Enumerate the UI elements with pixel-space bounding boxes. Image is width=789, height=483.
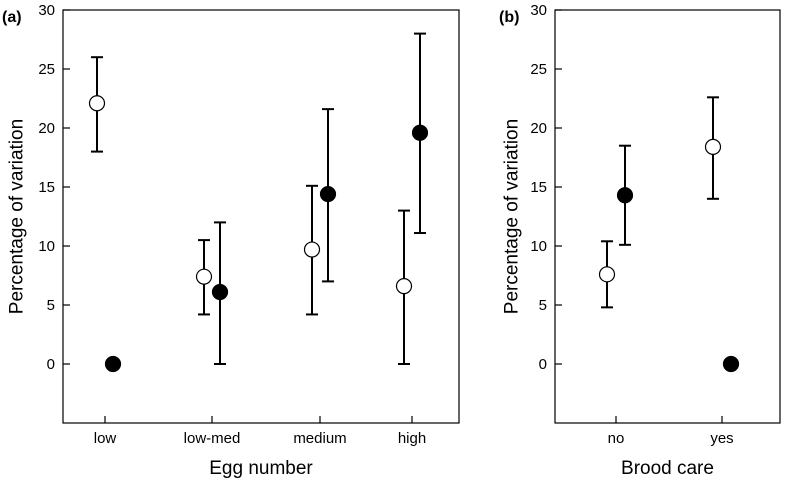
x-axis-title-b: Brood care <box>621 458 714 479</box>
point-filled-a-high <box>411 124 429 141</box>
x-tick-label-a-low-med: low-med <box>184 430 241 447</box>
x-tick-label-a-low: low <box>94 430 117 447</box>
point-filled-a-low-med <box>211 283 229 301</box>
data-marks-b <box>598 96 740 373</box>
y-tick-label-a-0: 0 <box>47 356 55 373</box>
ticks-a: 0 5 10 15 20 25 30 low low-med medium high <box>38 2 426 447</box>
point-filled-a-low <box>104 355 122 373</box>
x-axis-title-a: Egg number <box>209 458 313 479</box>
y-tick-label-b-5: 5 <box>539 297 547 314</box>
point-open-a-high <box>395 278 413 295</box>
x-tick-label-a-medium: medium <box>293 430 346 447</box>
panel-label-b: (b) <box>499 9 519 26</box>
point-open-a-low-med <box>195 268 213 285</box>
ticks-b: 0 5 10 15 20 25 30 no yes <box>530 2 733 447</box>
y-tick-label-a-30: 30 <box>38 2 55 19</box>
point-open-b-yes <box>704 138 722 155</box>
panel-a: (a) Egg number Percentage of variation 0… <box>2 2 460 479</box>
y-tick-label-b-15: 15 <box>530 179 547 196</box>
y-tick-label-a-15: 15 <box>38 179 55 196</box>
y-tick-label-b-20: 20 <box>530 120 547 137</box>
x-tick-label-a-high: high <box>398 430 426 447</box>
y-tick-label-b-10: 10 <box>530 238 547 255</box>
panel-b: (b) Brood care Percentage of variation 0… <box>499 2 781 479</box>
plot-frame-a <box>62 9 460 424</box>
y-tick-label-b-25: 25 <box>530 61 547 78</box>
y-tick-label-b-0: 0 <box>539 356 547 373</box>
y-tick-label-a-25: 25 <box>38 61 55 78</box>
point-filled-b-no <box>616 187 634 204</box>
x-tick-label-b-yes: yes <box>710 430 733 447</box>
point-open-a-medium <box>303 241 321 258</box>
y-tick-label-a-10: 10 <box>38 238 55 255</box>
x-tick-label-b-no: no <box>608 430 625 447</box>
point-filled-a-medium <box>319 185 337 203</box>
point-filled-b-yes <box>722 355 740 373</box>
y-tick-label-a-5: 5 <box>47 297 55 314</box>
point-open-b-no <box>598 266 616 283</box>
y-axis-title-a: Percentage of variation <box>7 119 28 314</box>
data-marks-a <box>88 32 429 373</box>
panel-label-a: (a) <box>2 9 22 26</box>
y-tick-label-a-20: 20 <box>38 120 55 137</box>
y-axis-title-b: Percentage of variation <box>502 119 523 314</box>
y-tick-label-b-30: 30 <box>530 2 547 19</box>
point-open-a-low <box>88 95 106 112</box>
plot-frame-b <box>554 9 781 424</box>
